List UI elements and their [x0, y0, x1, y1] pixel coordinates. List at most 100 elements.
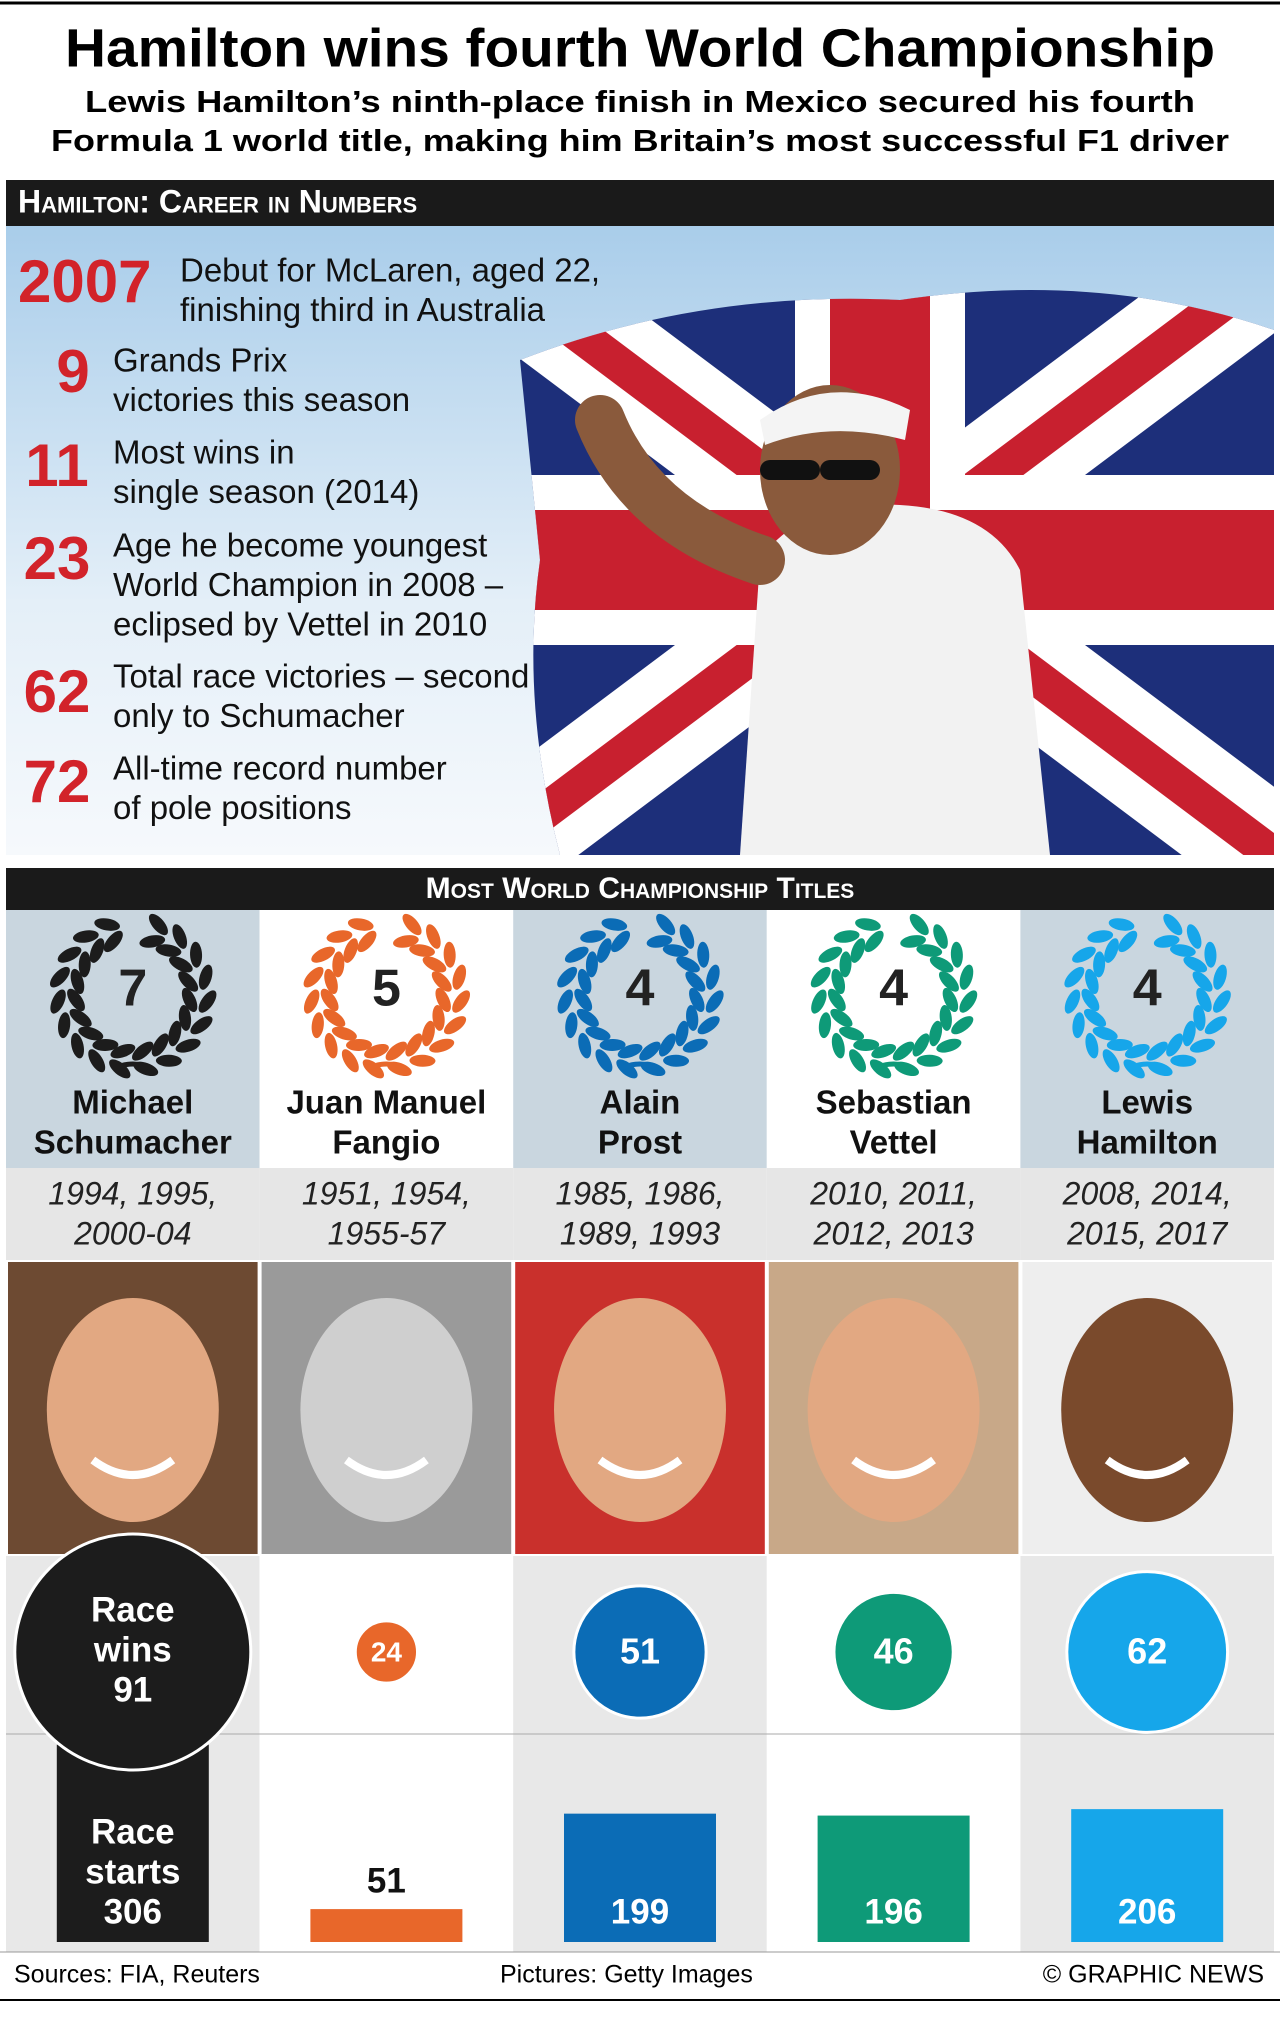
laurel-leaf: [88, 1049, 106, 1073]
laurel-leaf: [663, 1054, 690, 1067]
race-wins-circle: [832, 1590, 955, 1714]
laurel-leaf: [357, 930, 377, 953]
laurel-leaf: [175, 1038, 201, 1053]
laurel-leaf: [155, 1054, 182, 1067]
laurel-leaf: [853, 1038, 880, 1051]
laurel-leaf: [597, 938, 612, 963]
driver-face: [554, 1298, 726, 1522]
laurel-leaf: [679, 924, 695, 949]
section-title: Most World Championship Titles: [426, 872, 855, 905]
laurel-leaf: [67, 988, 85, 1012]
driver-face: [807, 1298, 980, 1522]
laurel-leaf: [1196, 987, 1212, 1013]
laurel-leaf: [942, 987, 959, 1013]
driver-smile: [597, 1456, 683, 1479]
laurel-leaf: [1166, 1033, 1184, 1057]
laurel-leaf: [431, 971, 452, 992]
laurel-leaf: [686, 1005, 699, 1031]
race-starts-value: 51: [367, 1861, 406, 1900]
column-background: [766, 910, 1021, 1168]
laurel-stem: [111, 1061, 154, 1072]
laurel-leaf: [421, 1020, 435, 1047]
laurel-leaf: [178, 971, 199, 992]
race-starts-value: 306: [104, 1892, 162, 1931]
laurel-leaf: [332, 951, 345, 978]
laurel-leaf: [320, 988, 339, 1012]
race-starts-label: starts: [85, 1852, 180, 1891]
laurel-leaf: [818, 946, 843, 963]
driver-smile: [344, 1456, 429, 1479]
laurel-leaf: [181, 987, 198, 1013]
race-starts-bar: [56, 1744, 209, 1942]
laurel-leaf: [599, 1038, 626, 1051]
laurel-leaf: [94, 918, 120, 931]
laurel-leaf: [658, 1033, 676, 1057]
laurel-leaf: [168, 1020, 182, 1047]
title-years: 1951, 1954,: [302, 1175, 471, 1211]
driver-smile: [90, 1456, 176, 1479]
laurel-leaf: [818, 1012, 832, 1039]
laurel-leaf: [326, 930, 353, 943]
stat-text: Most wins in: [113, 434, 295, 471]
laurel-leaf: [576, 1008, 599, 1028]
laurel-leaf: [198, 964, 213, 990]
laurel-leaf: [676, 956, 700, 973]
laurel-leaf: [909, 913, 929, 936]
driver-smile: [1104, 1456, 1190, 1479]
laurel-leaf: [682, 1038, 708, 1053]
title-years: 2000-04: [73, 1215, 191, 1251]
race-starts-value: 196: [864, 1892, 922, 1931]
laurel-leaf: [675, 1020, 689, 1047]
race-starts-bar: [564, 1813, 716, 1942]
driver-name: Schumacher: [34, 1124, 232, 1161]
laurel-leaf: [706, 964, 720, 990]
laurel-leaf: [89, 938, 105, 963]
stat-number: 23: [24, 525, 91, 592]
laurel-leaf: [1064, 966, 1085, 988]
laurel-leaf: [1092, 1026, 1118, 1041]
laurel-leaf: [557, 966, 578, 988]
laurel-leaf: [1083, 1008, 1107, 1028]
race-wins-circle: [353, 1619, 420, 1685]
race-wins-value: 24: [371, 1636, 403, 1667]
years-background: [259, 1168, 514, 1260]
laurel-leaf: [409, 1054, 436, 1067]
laurel-leaf: [697, 941, 710, 968]
laurel-leaf: [452, 990, 471, 1013]
laurel-leaf: [850, 938, 866, 963]
driver-name: Hamilton: [1077, 1124, 1218, 1161]
laurel-leaf: [57, 946, 82, 963]
stat-text: only to Schumacher: [113, 697, 405, 734]
stat-number: 62: [24, 658, 91, 725]
stat-text: Total race victories – second: [113, 658, 529, 695]
laurel-leaf: [1170, 1054, 1197, 1067]
laurel-leaf: [178, 1005, 192, 1031]
laurel-stem: [872, 1061, 915, 1072]
laurel-leaf: [443, 1016, 467, 1035]
race-starts-label: Race: [91, 1812, 175, 1851]
title-years: 2010, 2011,: [809, 1175, 977, 1211]
laurel-leaf: [198, 990, 217, 1013]
laurel-leaf: [1085, 1032, 1099, 1059]
laurel-leaf: [385, 1041, 407, 1061]
title-count: 4: [1133, 960, 1162, 1018]
laurel-leaf: [303, 989, 320, 1014]
laurel-leaf: [662, 944, 689, 957]
section-header: [6, 868, 1274, 910]
laurel-leaf: [938, 971, 959, 992]
laurel-leaf: [697, 1016, 720, 1035]
laurel-leaf: [1106, 1038, 1133, 1051]
laurel-leaf: [1189, 1038, 1216, 1053]
laurel-leaf: [405, 1033, 423, 1057]
credit: © GRAPHIC NEWS: [1043, 1961, 1264, 1989]
laurel-leaf: [864, 930, 884, 953]
laurel-leaf: [1213, 964, 1227, 990]
laurel-leaf: [1072, 946, 1096, 963]
race-starts-value: 199: [611, 1892, 669, 1931]
laurel-leaf: [1118, 930, 1138, 953]
laurel-leaf: [1108, 918, 1135, 931]
laurel-leaf: [151, 1033, 169, 1057]
stat-text: Age he become youngest: [113, 527, 487, 564]
laurel-leaf: [303, 966, 324, 988]
